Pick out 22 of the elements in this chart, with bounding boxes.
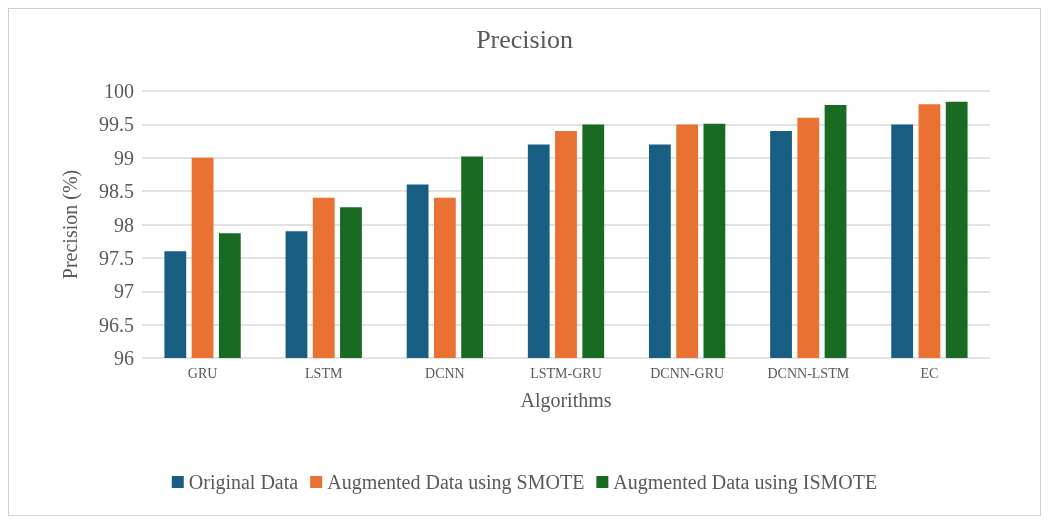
x-tick-label: EC (920, 365, 939, 381)
chart-title: Precision (476, 24, 573, 54)
y-tick-label: 96 (114, 347, 134, 369)
legend-label: Augmented Data using SMOTE (327, 471, 585, 494)
y-tick-label: 97 (114, 280, 134, 303)
legend-label: Original Data (188, 471, 299, 494)
y-tick-label: 98 (114, 213, 134, 236)
y-tick-label: 100 (104, 80, 134, 102)
y-axis-title: Precision (%) (59, 169, 82, 280)
legend-label: Augmented Data using ISMOTE (613, 471, 878, 494)
x-tick-label: LSTM (305, 365, 343, 381)
y-tick-label: 99.5 (99, 113, 134, 136)
y-tick-label: 99 (114, 146, 134, 169)
x-tick-label: GRU (187, 365, 218, 381)
x-tick-label: DCNN-GRU (650, 365, 725, 381)
y-tick-label: 98.5 (99, 180, 134, 203)
x-axis-title: Algorithms (520, 389, 612, 412)
y-tick-label: 96.5 (99, 313, 134, 336)
x-tick-label: LSTM-GRU (530, 365, 602, 381)
x-tick-label: DCNN (425, 365, 465, 381)
y-tick-label: 97.5 (99, 246, 134, 269)
x-tick-label: DCNN-LSTM (767, 365, 850, 381)
